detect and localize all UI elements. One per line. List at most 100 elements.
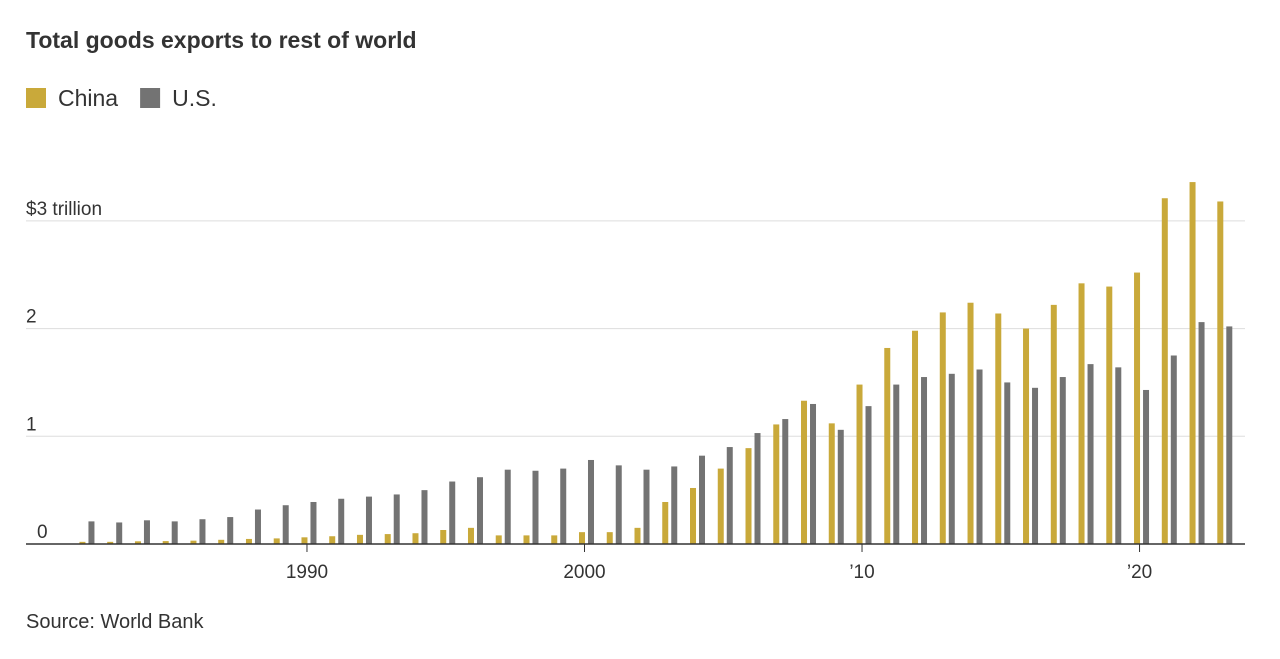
bar xyxy=(1170,355,1177,544)
x-tick-label: 1990 xyxy=(286,562,328,583)
bar xyxy=(412,533,419,544)
bar xyxy=(754,433,761,544)
bar xyxy=(671,466,678,544)
bar xyxy=(1004,382,1011,544)
legend-label: U.S. xyxy=(172,85,217,111)
bar xyxy=(745,448,752,544)
bar xyxy=(1023,328,1030,544)
bar xyxy=(143,520,150,544)
bar xyxy=(865,406,872,544)
bar xyxy=(1050,304,1057,544)
bar xyxy=(338,498,345,544)
bar xyxy=(1161,198,1168,545)
bar xyxy=(1106,286,1113,544)
bar xyxy=(551,535,558,544)
x-tick-label: 2000 xyxy=(563,562,605,583)
bar xyxy=(134,541,141,544)
bar xyxy=(449,481,456,544)
legend-swatch xyxy=(140,88,161,108)
bar xyxy=(329,536,336,544)
bar xyxy=(893,384,900,544)
bar xyxy=(107,541,114,544)
legend-swatch xyxy=(26,88,46,108)
bar xyxy=(393,494,400,544)
bar xyxy=(939,312,946,544)
bar xyxy=(726,447,733,544)
bar xyxy=(1078,283,1085,544)
bar xyxy=(467,527,474,544)
bar xyxy=(79,541,86,544)
y-tick-label: $3 trillion xyxy=(26,199,102,220)
bar xyxy=(273,538,280,544)
chart-title: Total goods exports to rest of world xyxy=(26,27,417,53)
bar xyxy=(1087,364,1094,544)
bar xyxy=(1226,326,1233,544)
bar xyxy=(282,505,289,544)
bar xyxy=(504,469,511,544)
bar xyxy=(1115,367,1122,544)
bar xyxy=(606,532,613,544)
bar xyxy=(828,423,835,544)
bar xyxy=(810,403,817,544)
y-tick-label: 1 xyxy=(26,414,37,435)
bar xyxy=(773,424,780,544)
bar xyxy=(912,330,919,544)
bar xyxy=(801,400,808,544)
bar xyxy=(532,470,539,544)
bar xyxy=(199,519,206,544)
legend-label: China xyxy=(58,85,118,111)
bar xyxy=(384,534,391,544)
bar xyxy=(967,302,974,544)
bar xyxy=(356,534,363,544)
bar xyxy=(837,429,844,544)
bar xyxy=(1032,387,1039,544)
bar xyxy=(1059,377,1066,544)
bar xyxy=(921,377,928,544)
bar xyxy=(578,532,585,544)
bar xyxy=(1189,182,1196,544)
bar xyxy=(587,459,594,544)
bar xyxy=(245,538,252,544)
bar xyxy=(856,384,863,544)
bar xyxy=(421,490,428,544)
bar xyxy=(1217,201,1224,544)
bar xyxy=(560,468,567,544)
source: Source: World Bank xyxy=(26,611,204,633)
bar xyxy=(699,455,706,544)
y-tick-label: 0 xyxy=(37,522,48,543)
x-tick-label: ’10 xyxy=(849,562,874,583)
bar xyxy=(476,477,483,544)
bar xyxy=(995,313,1002,544)
bar xyxy=(948,373,955,544)
bar xyxy=(884,347,891,544)
bar xyxy=(523,535,530,544)
bar xyxy=(634,527,641,544)
bar xyxy=(690,487,697,544)
bar xyxy=(190,540,197,544)
bar xyxy=(782,419,789,544)
bar xyxy=(1143,389,1150,544)
bar xyxy=(1198,322,1205,544)
bar xyxy=(310,501,317,544)
bar xyxy=(976,369,983,544)
x-tick-label: ’20 xyxy=(1127,562,1152,583)
bar xyxy=(365,496,372,544)
bar xyxy=(88,521,95,544)
bar xyxy=(254,509,261,544)
bar xyxy=(162,541,169,544)
bar xyxy=(440,529,447,544)
bar xyxy=(1134,272,1141,544)
bar xyxy=(171,521,178,544)
bar xyxy=(227,517,234,544)
bar xyxy=(717,468,724,544)
bar xyxy=(643,469,650,544)
bar xyxy=(218,539,225,544)
bar xyxy=(301,537,308,544)
bar xyxy=(662,501,669,544)
y-tick-label: 2 xyxy=(26,307,37,328)
bar xyxy=(495,535,502,544)
bar xyxy=(116,522,123,544)
bar xyxy=(615,465,622,544)
